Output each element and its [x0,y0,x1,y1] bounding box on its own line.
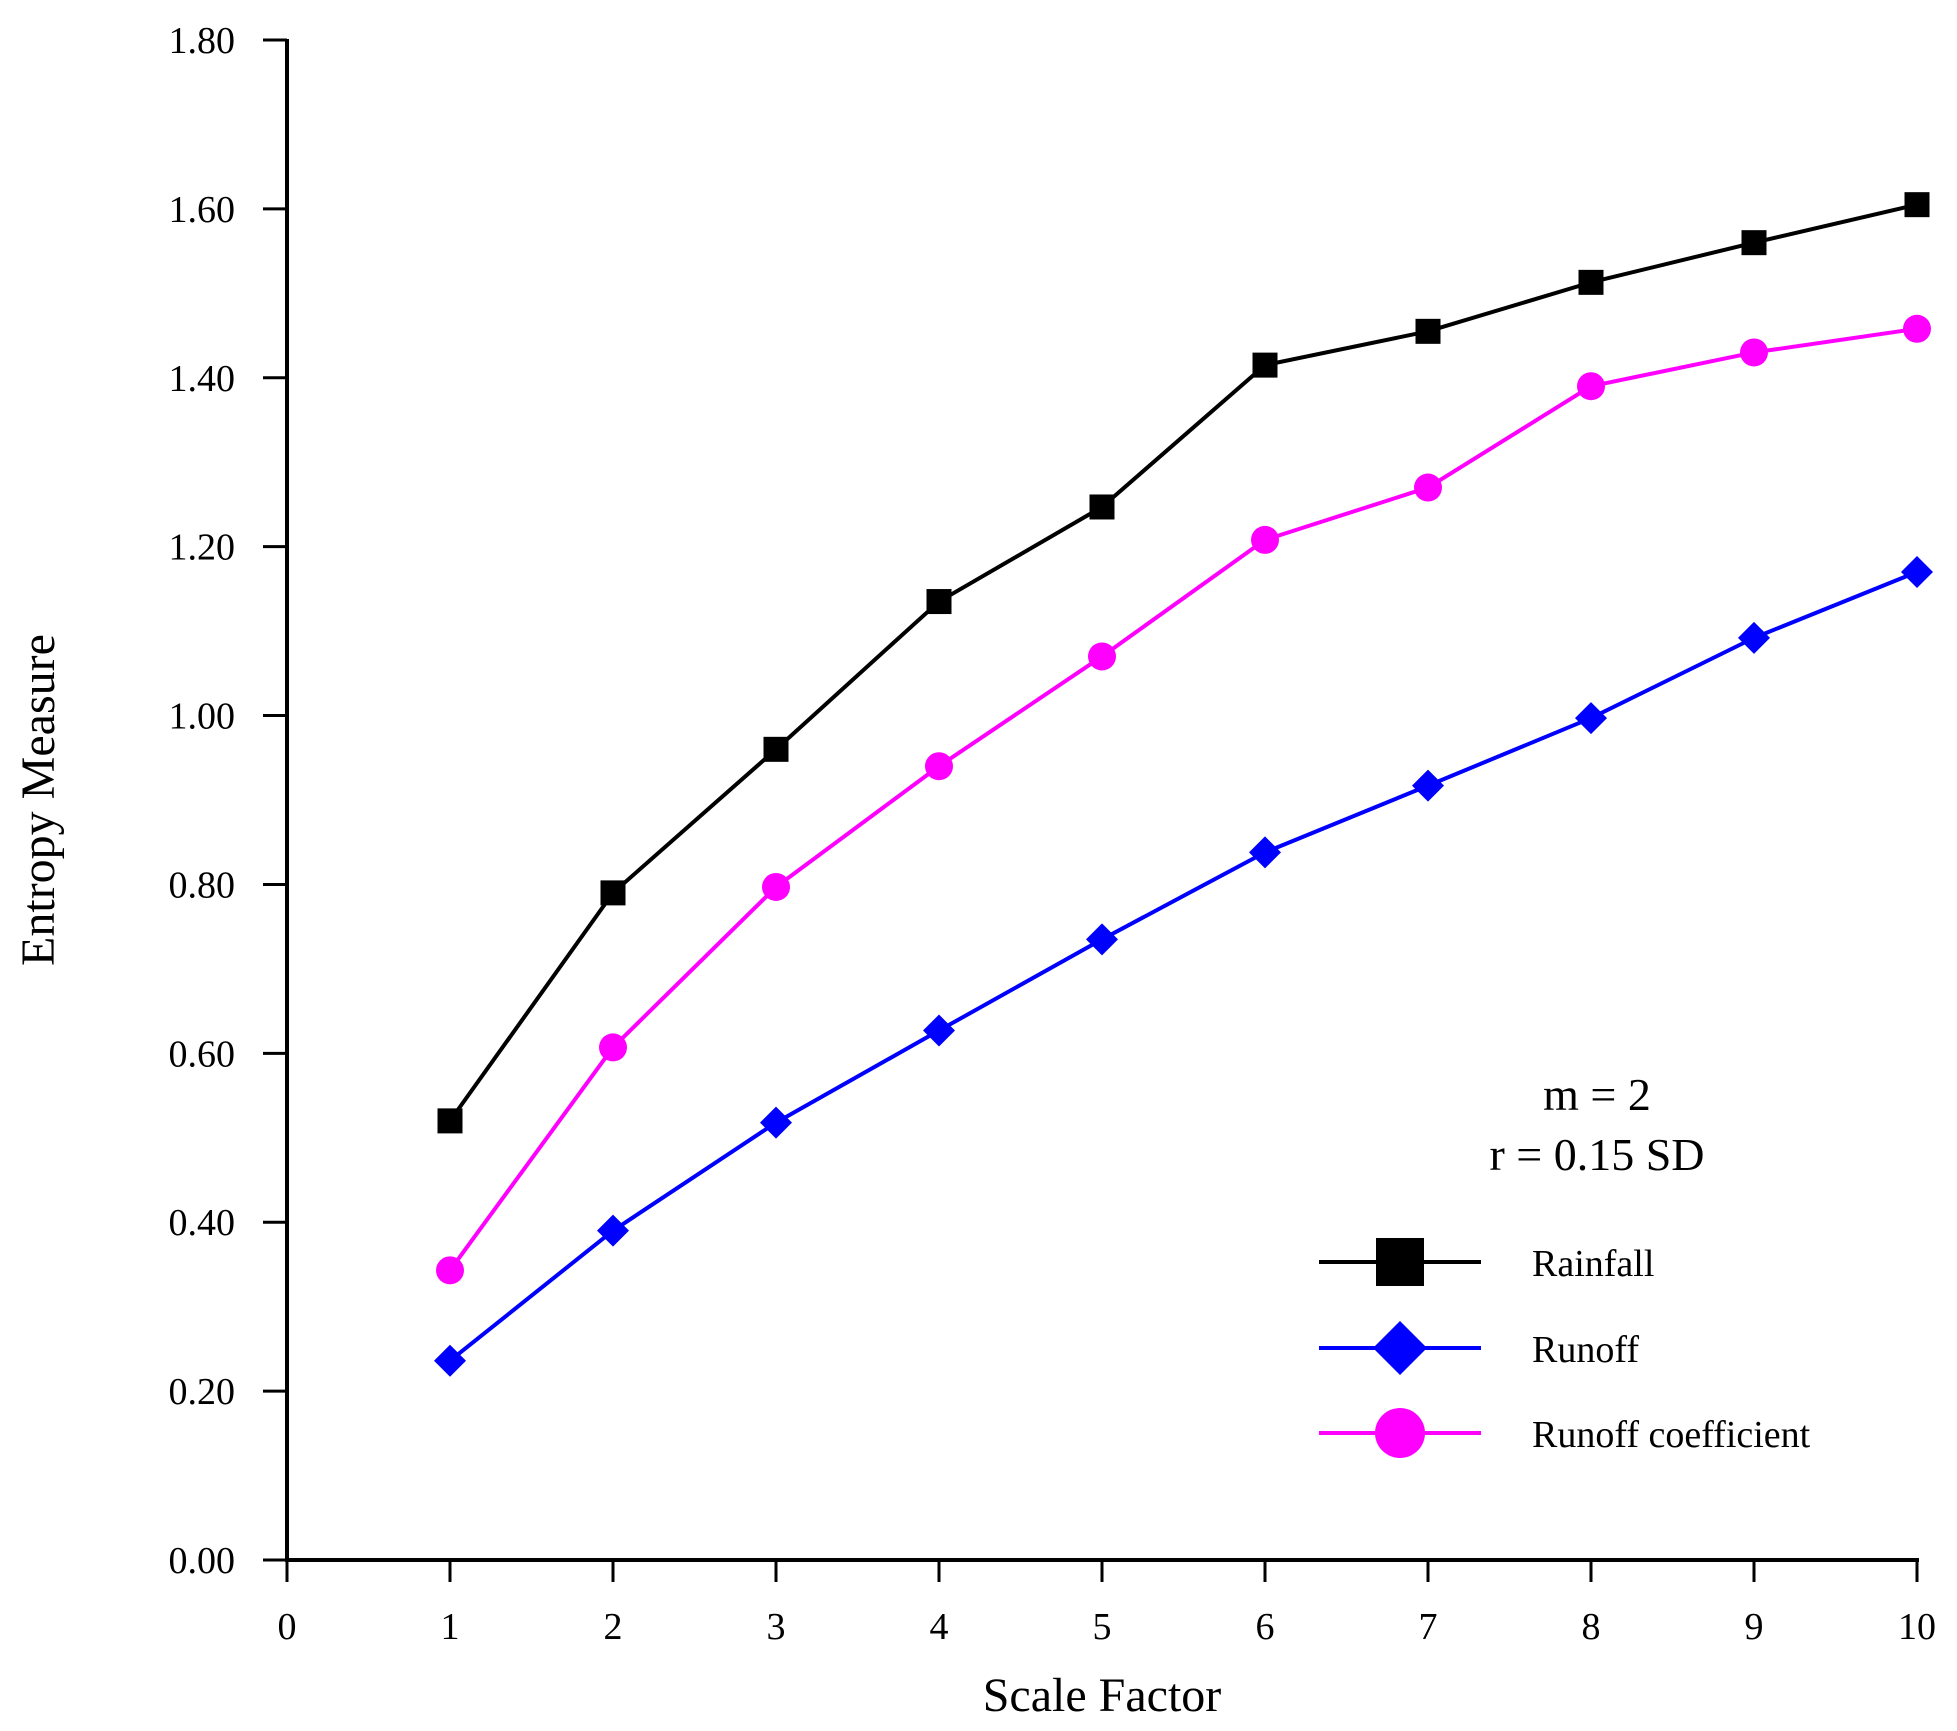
data-point-rainfall [926,589,952,615]
data-point-runoff [597,1214,629,1247]
x-tick-label: 8 [1582,1606,1601,1648]
legend-item-runoff-coefficient: Runoff coefficient [1319,1408,1811,1458]
y-tick-label: 1.20 [169,527,236,569]
x-tick-label: 3 [767,1606,786,1648]
data-point-runoff-coefficient [1577,372,1605,401]
data-point-runoff-coefficient [1251,525,1279,554]
data-point-rainfall [763,736,789,762]
y-tick-label: 0.00 [169,1540,236,1582]
data-point-runoff-coefficient [599,1033,627,1062]
y-tick-label: 0.80 [169,864,236,906]
x-tick-label: 2 [604,1606,623,1648]
data-point-runoff [434,1344,466,1377]
data-point-rainfall [600,880,626,906]
data-point-rainfall [1904,192,1930,218]
series-rainfall [437,192,1930,1134]
y-tick-label: 0.40 [169,1202,236,1244]
series-line-runoff [448,570,1918,1363]
data-point-runoff [1738,621,1770,654]
data-point-runoff [1249,836,1281,869]
data-point-runoff-coefficient [925,752,953,781]
y-tick-label: 1.80 [169,20,236,62]
data-point-runoff-coefficient [436,1256,464,1285]
annotation-r: r = 0.15 SD [1489,1129,1704,1180]
x-ticks: 0 1 2 3 4 5 6 7 8 9 10 [278,1560,1936,1648]
data-point-rainfall [1578,269,1604,295]
x-tick-label: 0 [278,1606,297,1648]
data-point-rainfall [1415,318,1441,344]
legend-marker-rainfall [1376,1238,1424,1286]
x-tick-label: 1 [441,1606,460,1648]
data-point-rainfall [1252,352,1278,378]
data-point-runoff-coefficient [762,872,790,901]
data-point-runoff [1575,702,1607,735]
legend-label-rainfall: Rainfall [1532,1243,1654,1285]
data-point-runoff [1412,769,1444,802]
x-tick-label: 4 [930,1606,949,1648]
y-ticks: 0.00 0.20 0.40 0.60 0.80 1.00 1.20 1.40 1.60 1.80 [169,20,287,1582]
data-point-rainfall [437,1108,463,1134]
legend-label-runoff-coefficient: Runoff coefficient [1532,1414,1811,1456]
data-point-runoff-coefficient [1414,473,1442,502]
series-runoff [434,556,1933,1377]
legend-item-rainfall: Rainfall [1319,1238,1654,1286]
annotation-m: m = 2 [1543,1069,1651,1120]
y-tick-label: 0.60 [169,1033,236,1075]
y-axis-title: Entropy Measure [12,634,65,966]
x-tick-label: 7 [1419,1606,1438,1648]
legend: Rainfall Runoff Runoff coefficient [1319,1238,1811,1458]
legend-marker-runoff [1373,1321,1427,1375]
y-tick-label: 1.40 [169,358,236,400]
x-tick-label: 10 [1898,1606,1936,1648]
data-point-rainfall [1089,494,1115,520]
series-runoff-coefficient [436,314,1931,1285]
series-line-rainfall [448,202,1918,1123]
legend-label-runoff: Runoff [1532,1329,1639,1371]
axes [285,39,1919,1562]
x-tick-label: 6 [1256,1606,1275,1648]
legend-item-runoff: Runoff [1319,1321,1639,1375]
data-point-runoff [923,1014,955,1047]
data-point-runoff-coefficient [1740,338,1768,367]
x-axis-title: Scale Factor [983,1669,1222,1722]
data-point-runoff [1901,556,1933,588]
x-tick-label: 9 [1745,1606,1764,1648]
data-point-runoff-coefficient [1903,314,1931,343]
y-tick-label: 1.60 [169,189,236,231]
data-point-runoff [1086,923,1118,956]
data-point-rainfall [1741,230,1767,256]
series-line-runoff-coefficient [448,326,1918,1272]
series-layer [434,192,1933,1377]
y-tick-label: 0.20 [169,1371,236,1413]
legend-marker-runoff-coefficient [1375,1408,1425,1458]
x-tick-label: 5 [1093,1606,1112,1648]
y-tick-label: 1.00 [169,696,236,738]
data-point-runoff [760,1106,792,1139]
data-point-runoff-coefficient [1088,642,1116,671]
